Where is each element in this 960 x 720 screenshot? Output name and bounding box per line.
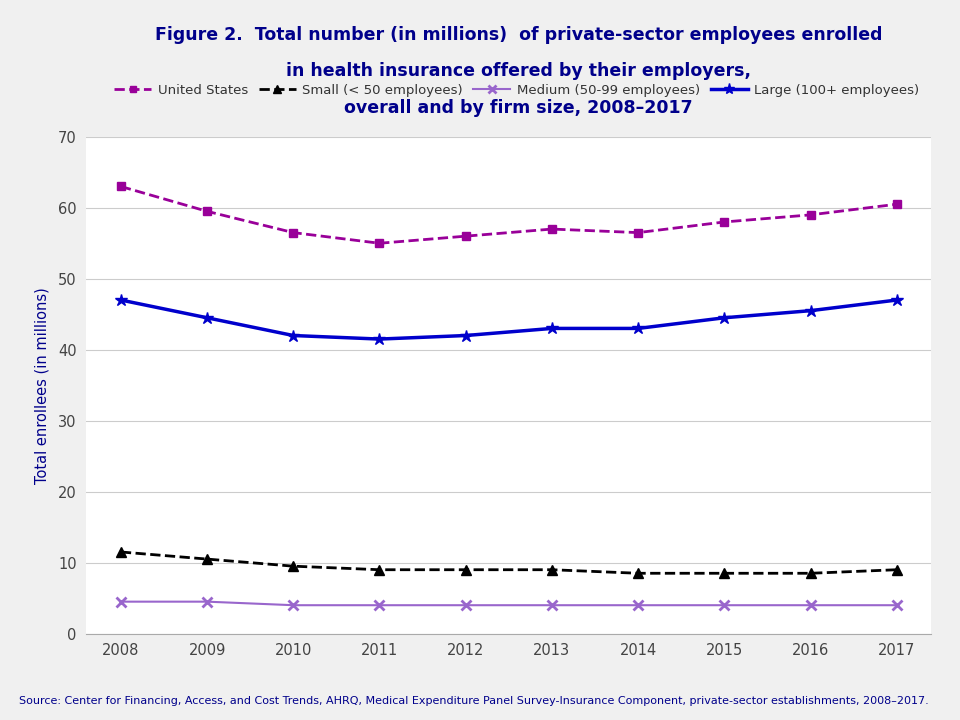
Text: in health insurance offered by their employers,: in health insurance offered by their emp… — [286, 61, 751, 79]
Text: Figure 2.  Total number (in millions)  of private-sector employees enrolled: Figure 2. Total number (in millions) of … — [155, 26, 882, 44]
Legend: United States, Small (< 50 employees), Medium (50-99 employees), Large (100+ emp: United States, Small (< 50 employees), M… — [109, 78, 924, 102]
Text: overall and by firm size, 2008–2017: overall and by firm size, 2008–2017 — [344, 99, 693, 117]
Y-axis label: Total enrollees (in millions): Total enrollees (in millions) — [35, 287, 50, 484]
Text: Source: Center for Financing, Access, and Cost Trends, AHRQ, Medical Expenditure: Source: Center for Financing, Access, an… — [19, 696, 929, 706]
